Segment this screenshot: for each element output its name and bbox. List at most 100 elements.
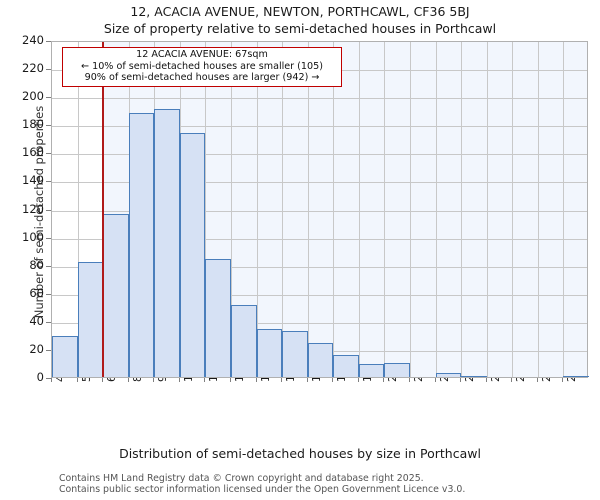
histogram-bar	[179, 132, 206, 377]
y-tick-mark	[46, 237, 51, 239]
gridline-horizontal	[52, 182, 587, 184]
x-tick-mark	[536, 378, 538, 382]
x-tick-mark	[230, 378, 231, 382]
histogram-bar	[461, 375, 487, 377]
y-tick-mark	[46, 69, 51, 71]
histogram-bar	[52, 336, 78, 377]
histogram-bar	[435, 372, 462, 377]
x-tick-mark	[255, 378, 257, 382]
gridline-vertical	[410, 42, 411, 377]
gridline-horizontal	[52, 266, 587, 268]
histogram-bar	[358, 364, 385, 377]
y-tick-mark	[46, 265, 51, 267]
y-tick-mark	[46, 293, 51, 295]
x-tick-mark	[76, 378, 78, 382]
y-tick-label: 60	[29, 285, 44, 300]
x-tick-mark	[306, 378, 308, 382]
y-tick-label: 220	[22, 61, 44, 76]
gridline-vertical	[512, 42, 514, 377]
histogram-bar	[333, 354, 359, 377]
gridline-vertical	[358, 42, 360, 377]
x-tick-mark	[178, 378, 180, 382]
x-tick-mark	[511, 378, 513, 382]
x-tick-mark	[281, 378, 283, 382]
y-tick-label: 0	[36, 370, 44, 384]
histogram-bar	[231, 305, 257, 377]
x-tick-mark	[409, 378, 410, 382]
y-tick-label: 200	[22, 89, 44, 104]
annotation-line-2: ← 10% of semi-detached houses are smalle…	[81, 60, 323, 72]
histogram-bar	[256, 329, 283, 377]
y-tick-mark	[46, 321, 51, 323]
y-tick-label: 40	[29, 313, 44, 328]
y-tick-mark	[46, 97, 51, 99]
x-tick-mark	[204, 378, 206, 382]
annotation-box: 12 ACACIA AVENUE: 67sqm ← 10% of semi-de…	[62, 47, 342, 87]
histogram-bar	[128, 113, 155, 377]
x-tick-mark	[460, 378, 462, 382]
footer-attribution: Contains HM Land Registry data © Crown c…	[59, 473, 466, 495]
histogram-bar	[154, 108, 180, 377]
annotation-line-1: 12 ACACIA AVENUE: 67sqm	[136, 49, 268, 60]
x-tick-mark	[434, 378, 436, 382]
gridline-vertical	[384, 42, 386, 377]
gridline-vertical	[205, 42, 207, 377]
property-marker-line	[102, 42, 105, 377]
y-tick-label: 80	[29, 257, 44, 272]
y-tick-label: 240	[22, 33, 44, 47]
gridline-horizontal	[52, 238, 587, 240]
annotation-line-3: 90% of semi-detached houses are larger (…	[84, 72, 320, 83]
gridline-vertical	[461, 42, 463, 377]
gridline-horizontal	[52, 98, 587, 100]
gridline-horizontal	[52, 322, 587, 324]
x-tick-mark	[383, 378, 385, 382]
gridline-vertical	[282, 42, 284, 377]
histogram-bar	[282, 330, 308, 377]
gridline-vertical	[537, 42, 539, 377]
gridline-vertical	[231, 42, 232, 377]
x-axis-label: Distribution of semi-detached houses by …	[119, 446, 481, 461]
gridline-vertical	[256, 42, 258, 377]
gridline-vertical	[307, 42, 309, 377]
footer-line-1: Contains HM Land Registry data © Crown c…	[59, 473, 424, 484]
x-tick-mark	[127, 378, 129, 382]
gridline-vertical	[563, 42, 565, 377]
x-tick-mark	[485, 378, 487, 382]
chart-subtitle: Size of property relative to semi-detach…	[103, 21, 497, 36]
x-tick-mark	[357, 378, 359, 382]
gridline-vertical	[435, 42, 437, 377]
footer-line-2: Contains public sector information licen…	[59, 483, 466, 495]
page-title: 12, ACACIA AVENUE, NEWTON, PORTHCAWL, CF…	[130, 4, 470, 19]
y-tick-label: 20	[29, 341, 44, 356]
histogram-bar	[77, 261, 104, 377]
x-tick-mark	[51, 378, 52, 382]
histogram-bar	[307, 343, 334, 377]
y-tick-label: 120	[22, 201, 44, 216]
gridline-vertical	[486, 42, 488, 377]
histogram-bar	[384, 362, 410, 377]
y-tick-mark	[46, 153, 51, 155]
y-tick-mark	[46, 378, 51, 379]
histogram-bar	[103, 214, 129, 377]
x-tick-mark	[153, 378, 155, 382]
x-tick-mark	[562, 378, 564, 382]
y-tick-label: 180	[22, 117, 44, 132]
gridline-horizontal	[52, 126, 587, 128]
y-tick-mark	[46, 349, 51, 351]
plot-area	[51, 41, 589, 378]
y-tick-mark	[46, 41, 51, 42]
gridline-horizontal	[52, 294, 587, 296]
y-tick-mark	[46, 209, 51, 211]
gridline-vertical	[333, 42, 335, 377]
histogram-bar	[563, 375, 589, 377]
y-tick-label: 100	[22, 229, 44, 244]
x-tick-mark	[102, 378, 104, 382]
histogram-bar	[205, 259, 231, 377]
y-tick-mark	[46, 181, 51, 183]
y-tick-label: 140	[22, 173, 44, 188]
y-tick-mark	[46, 125, 51, 127]
gridline-horizontal	[52, 154, 587, 156]
x-tick-mark	[332, 378, 334, 382]
gridline-horizontal	[52, 210, 587, 212]
